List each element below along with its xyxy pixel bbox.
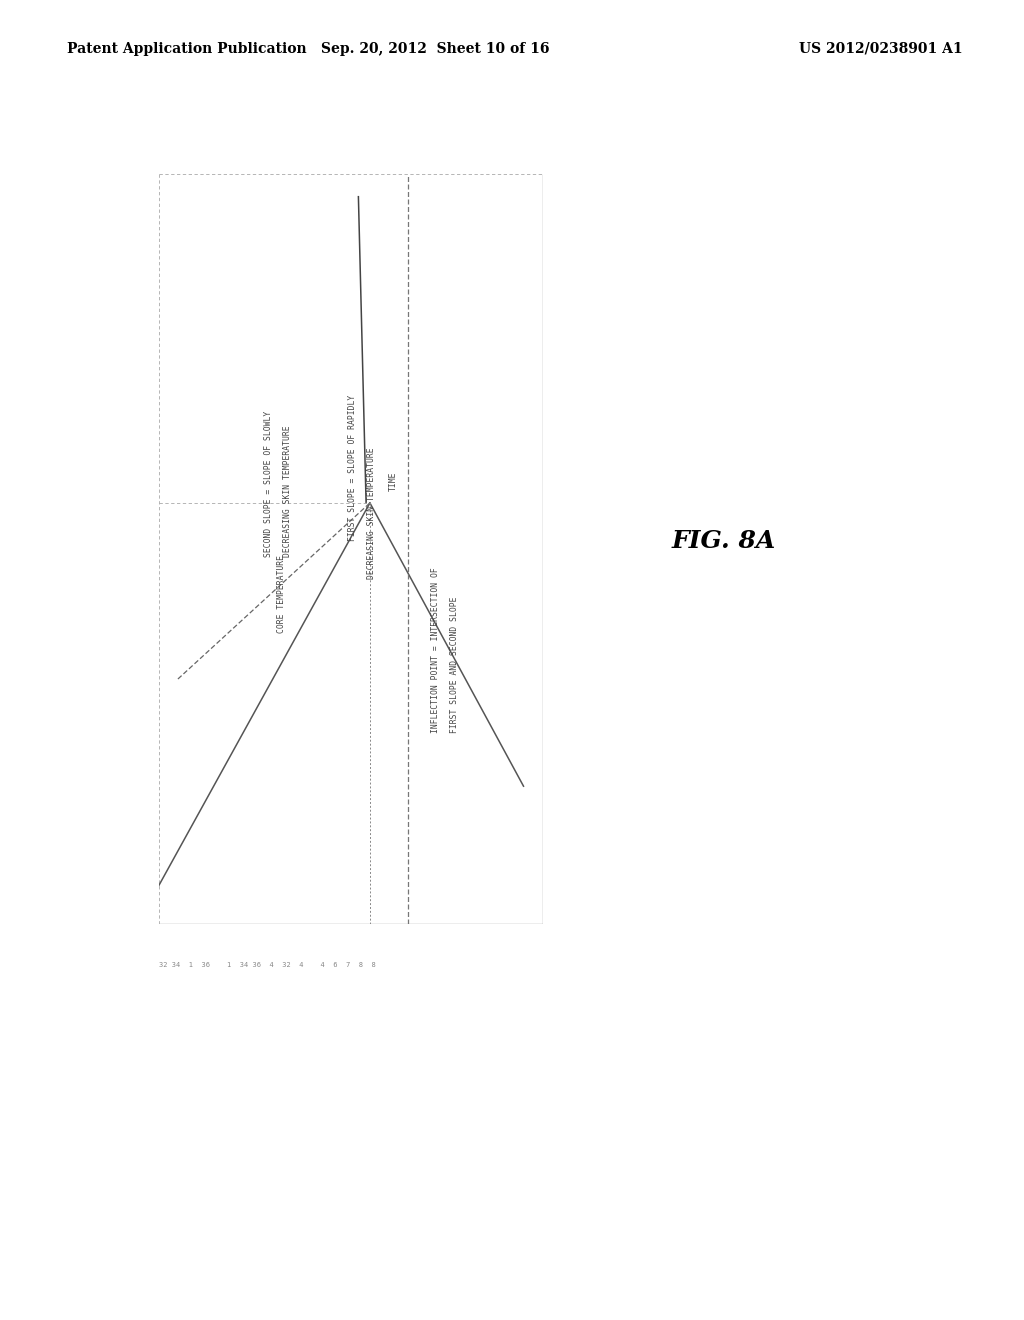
Text: TIME: TIME xyxy=(388,473,397,491)
Text: SECOND SLOPE = SLOPE OF SLOWLY: SECOND SLOPE = SLOPE OF SLOWLY xyxy=(263,411,272,557)
Text: FIRST SLOPE AND SECOND SLOPE: FIRST SLOPE AND SECOND SLOPE xyxy=(450,597,459,733)
Text: CORE TEMPERATURE: CORE TEMPERATURE xyxy=(278,556,286,634)
Text: FIRST SLOPE = SLOPE OF RAPIDLY: FIRST SLOPE = SLOPE OF RAPIDLY xyxy=(348,395,357,541)
Text: FIG. 8A: FIG. 8A xyxy=(672,529,776,553)
Text: INFLECTION POINT = INTERSECTION OF: INFLECTION POINT = INTERSECTION OF xyxy=(431,566,439,733)
Text: DECREASING SKIN TEMPERATURE: DECREASING SKIN TEMPERATURE xyxy=(283,425,292,557)
Text: Sep. 20, 2012  Sheet 10 of 16: Sep. 20, 2012 Sheet 10 of 16 xyxy=(321,42,550,55)
Text: DECREASING SKIN TEMPERATURE: DECREASING SKIN TEMPERATURE xyxy=(368,447,377,579)
Text: US 2012/0238901 A1: US 2012/0238901 A1 xyxy=(799,42,963,55)
Text: Patent Application Publication: Patent Application Publication xyxy=(67,42,306,55)
Text: 32 34  1  36    1  34 36  4  32  4    4  6  7  8  8: 32 34 1 36 1 34 36 4 32 4 4 6 7 8 8 xyxy=(159,962,376,969)
